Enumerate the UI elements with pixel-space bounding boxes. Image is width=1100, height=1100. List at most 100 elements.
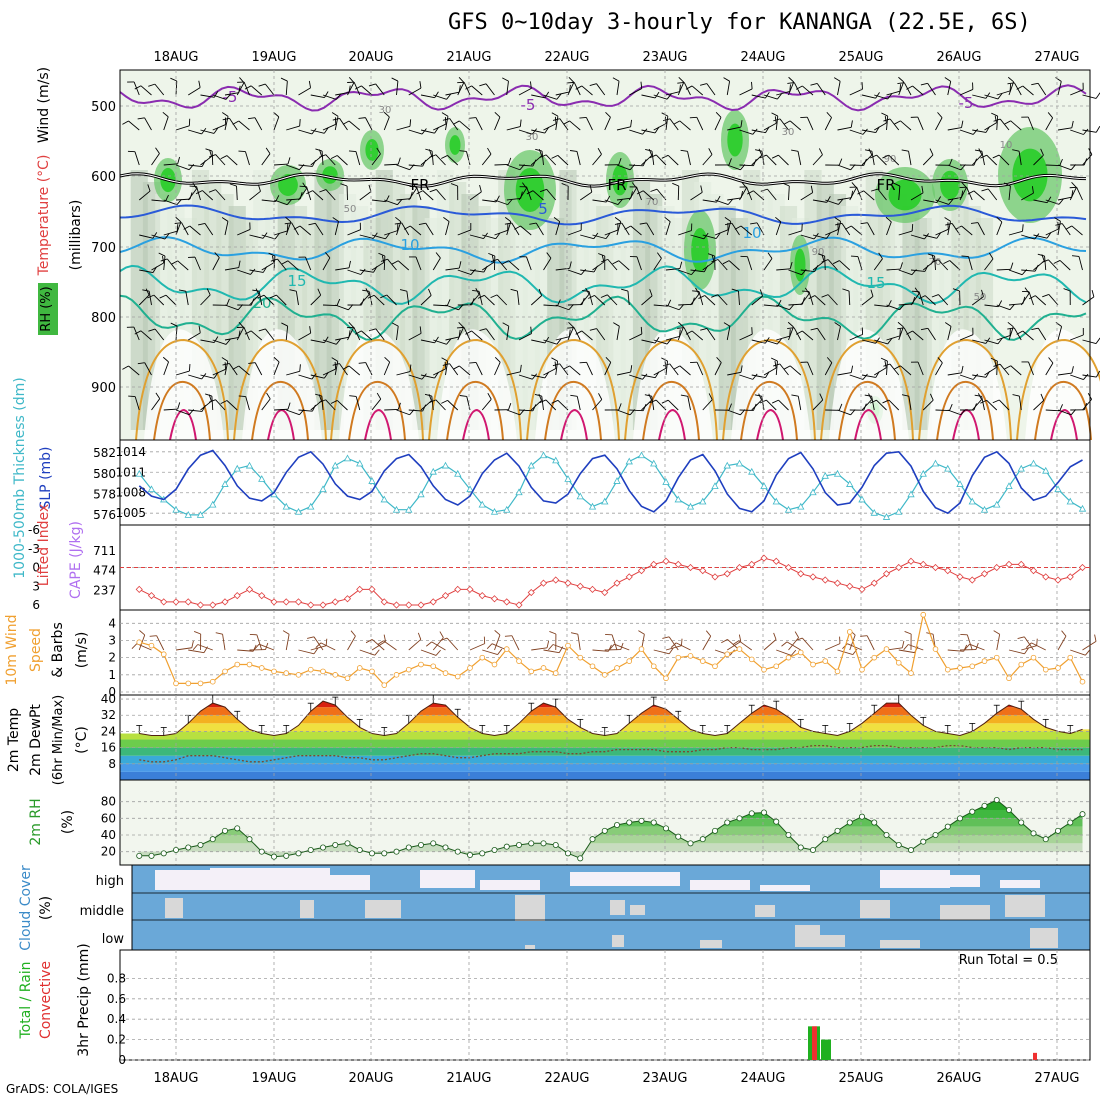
wind-barb (873, 258, 883, 271)
wind-barb-flag (1065, 225, 1073, 230)
wind-speed-point (565, 642, 571, 649)
contour-label: -5 (223, 88, 238, 106)
wind-barb (938, 294, 949, 306)
cloud-high-block (690, 880, 750, 890)
li-point (490, 595, 499, 603)
wind-barb (555, 116, 559, 131)
slp-ylabel: SLP (mb) (38, 446, 54, 509)
wind-barb (543, 304, 558, 307)
wind-speed-point (944, 666, 951, 673)
temp-tick: 16 (101, 741, 116, 755)
wind-barb-flag (621, 288, 629, 292)
wind-barb-flag (330, 400, 338, 404)
wind-barb (237, 229, 251, 236)
wind-barb (254, 117, 263, 131)
wind-barb-flag (497, 648, 503, 655)
wind-barb-flag (882, 399, 890, 404)
wind-barb-flag (213, 372, 219, 379)
thickness-point (282, 502, 290, 510)
contour-label: 70 (646, 197, 659, 208)
wind-barb (922, 399, 934, 411)
wind-barb (187, 188, 197, 201)
wind-barb (871, 151, 875, 166)
li-tick: -3 (28, 542, 40, 556)
wind-speed-point (957, 665, 963, 671)
wind-barb-flag (250, 268, 256, 275)
wind-speed-point (540, 665, 547, 671)
wind-barb (592, 199, 607, 203)
rh-humid-core (515, 168, 545, 212)
thickness-point (307, 502, 315, 510)
wind-barb (273, 256, 276, 271)
wind-barb-flag (700, 185, 703, 193)
wind-barb (1057, 164, 1072, 171)
wind-barb-flag (220, 155, 228, 160)
thickness-point (870, 508, 878, 516)
wind-barb-flag (1031, 327, 1039, 330)
wind-barb (314, 223, 324, 236)
wind-barb-flag (661, 357, 668, 362)
wind-barb-flag (1046, 196, 1052, 203)
wind-barb-flag (534, 394, 542, 397)
temp-tick: 24 (101, 724, 116, 738)
wind-barb-flag (980, 399, 987, 404)
wind-barb-flag (961, 120, 964, 128)
wind-barb (959, 89, 974, 96)
wind-barb (254, 362, 263, 376)
wind-barb (996, 360, 998, 376)
cloud-high-block (155, 870, 210, 890)
wind-barb (776, 649, 792, 656)
li-point (429, 598, 437, 606)
rh-point (822, 836, 829, 843)
rh-humid-core (940, 170, 960, 200)
wind-barb-flag (732, 640, 739, 645)
wind-barb (359, 234, 374, 239)
li-point (1054, 576, 1062, 584)
wind-barb-flag (609, 643, 615, 650)
wind-speed-point (981, 658, 988, 664)
wind-barb-flag (553, 216, 560, 222)
wind-barb-flag (579, 361, 587, 364)
wind-barb-flag (904, 631, 912, 635)
cloud-high-block (420, 870, 475, 888)
wind-barb (249, 234, 264, 239)
wind-barb-flag (679, 329, 681, 337)
contour-25 (330, 338, 424, 441)
wind-barb (898, 303, 913, 306)
temp-line (139, 700, 1083, 737)
wind-barb-flag (727, 198, 734, 205)
li-point (919, 560, 927, 568)
rh-point (883, 832, 890, 839)
wind-barb (1076, 187, 1083, 201)
wind-speed-point (846, 629, 853, 635)
dry-plume (829, 329, 909, 440)
wind-barb-flag (281, 322, 288, 327)
wind-barb (969, 643, 985, 651)
wind-speed-point (246, 661, 253, 668)
wind-barb-flag (551, 399, 559, 404)
wind-barb-flag (270, 258, 278, 262)
wind-barb (494, 164, 509, 166)
wind-barb (151, 199, 166, 202)
wind-barb-flag (225, 338, 231, 345)
wind-barb (1008, 649, 1025, 655)
wind-barb (753, 190, 765, 201)
wind-barb-flag (948, 198, 954, 205)
wind-barb (592, 261, 605, 271)
wind-barb-flag (551, 357, 558, 362)
wind-barb-flag (698, 295, 705, 299)
wind-barb-flag (391, 260, 399, 265)
wind-speed-point (699, 658, 706, 664)
wind-barb-flag (222, 112, 229, 117)
li-point (784, 563, 793, 572)
wind-barb (947, 81, 952, 96)
wind-barb-flag (620, 642, 624, 650)
wind-barb (580, 234, 594, 240)
wind-barb (837, 409, 851, 416)
wind-barb-flag (335, 93, 342, 100)
wind-barb (224, 267, 239, 271)
precip-tick: 0.4 (107, 1012, 126, 1026)
wind-barb-flag (882, 154, 889, 159)
